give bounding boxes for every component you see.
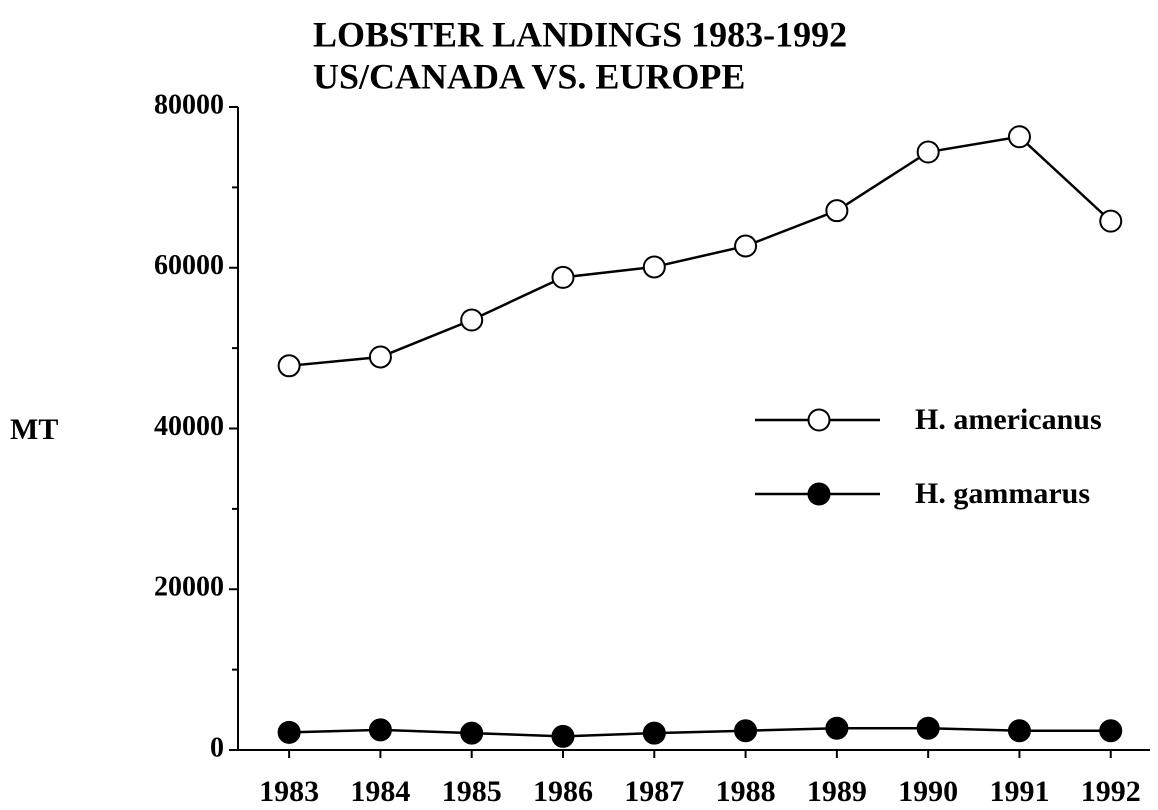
y-tick-label: 40000 — [154, 411, 224, 442]
data-point — [916, 716, 940, 740]
data-point — [368, 718, 392, 742]
data-point — [825, 716, 849, 740]
data-point — [277, 354, 301, 378]
y-tick-label: 60000 — [154, 250, 224, 281]
data-point — [642, 255, 666, 279]
data-point — [825, 199, 849, 223]
y-tick-label: 80000 — [154, 89, 224, 120]
data-point — [460, 721, 484, 745]
x-tick-label: 1984 — [350, 775, 410, 808]
data-point — [734, 719, 758, 743]
x-tick-label: 1990 — [898, 775, 958, 808]
x-tick-label: 1992 — [1081, 775, 1141, 808]
data-point — [277, 720, 301, 744]
data-point — [734, 234, 758, 258]
y-tick-label: 20000 — [154, 572, 224, 603]
x-tick-label: 1989 — [807, 775, 867, 808]
data-point — [551, 265, 575, 289]
y-tick-label: 0 — [210, 732, 224, 763]
x-tick-label: 1988 — [716, 775, 776, 808]
legend-label: H. gammarus — [915, 477, 1090, 510]
legend-marker — [807, 482, 831, 506]
data-point — [551, 724, 575, 748]
legend-marker — [807, 408, 831, 432]
data-point — [1099, 209, 1123, 233]
x-tick-label: 1987 — [624, 775, 684, 808]
data-point — [1099, 719, 1123, 743]
data-point — [1007, 125, 1031, 149]
legend-label: H. americanus — [915, 403, 1102, 436]
x-tick-label: 1991 — [989, 775, 1049, 808]
data-point — [460, 308, 484, 332]
data-point — [1007, 719, 1031, 743]
x-tick-label: 1983 — [259, 775, 319, 808]
chart-title: LOBSTER LANDINGS 1983-1992 — [313, 14, 847, 54]
series-line — [289, 135, 1112, 368]
data-point — [642, 721, 666, 745]
x-tick-label: 1985 — [442, 775, 502, 808]
y-axis-label: MT — [10, 413, 58, 446]
data-point — [916, 140, 940, 164]
series-line — [289, 727, 1111, 738]
chart-title: US/CANADA VS. EUROPE — [313, 56, 745, 96]
x-tick-label: 1986 — [533, 775, 593, 808]
data-point — [368, 345, 392, 369]
